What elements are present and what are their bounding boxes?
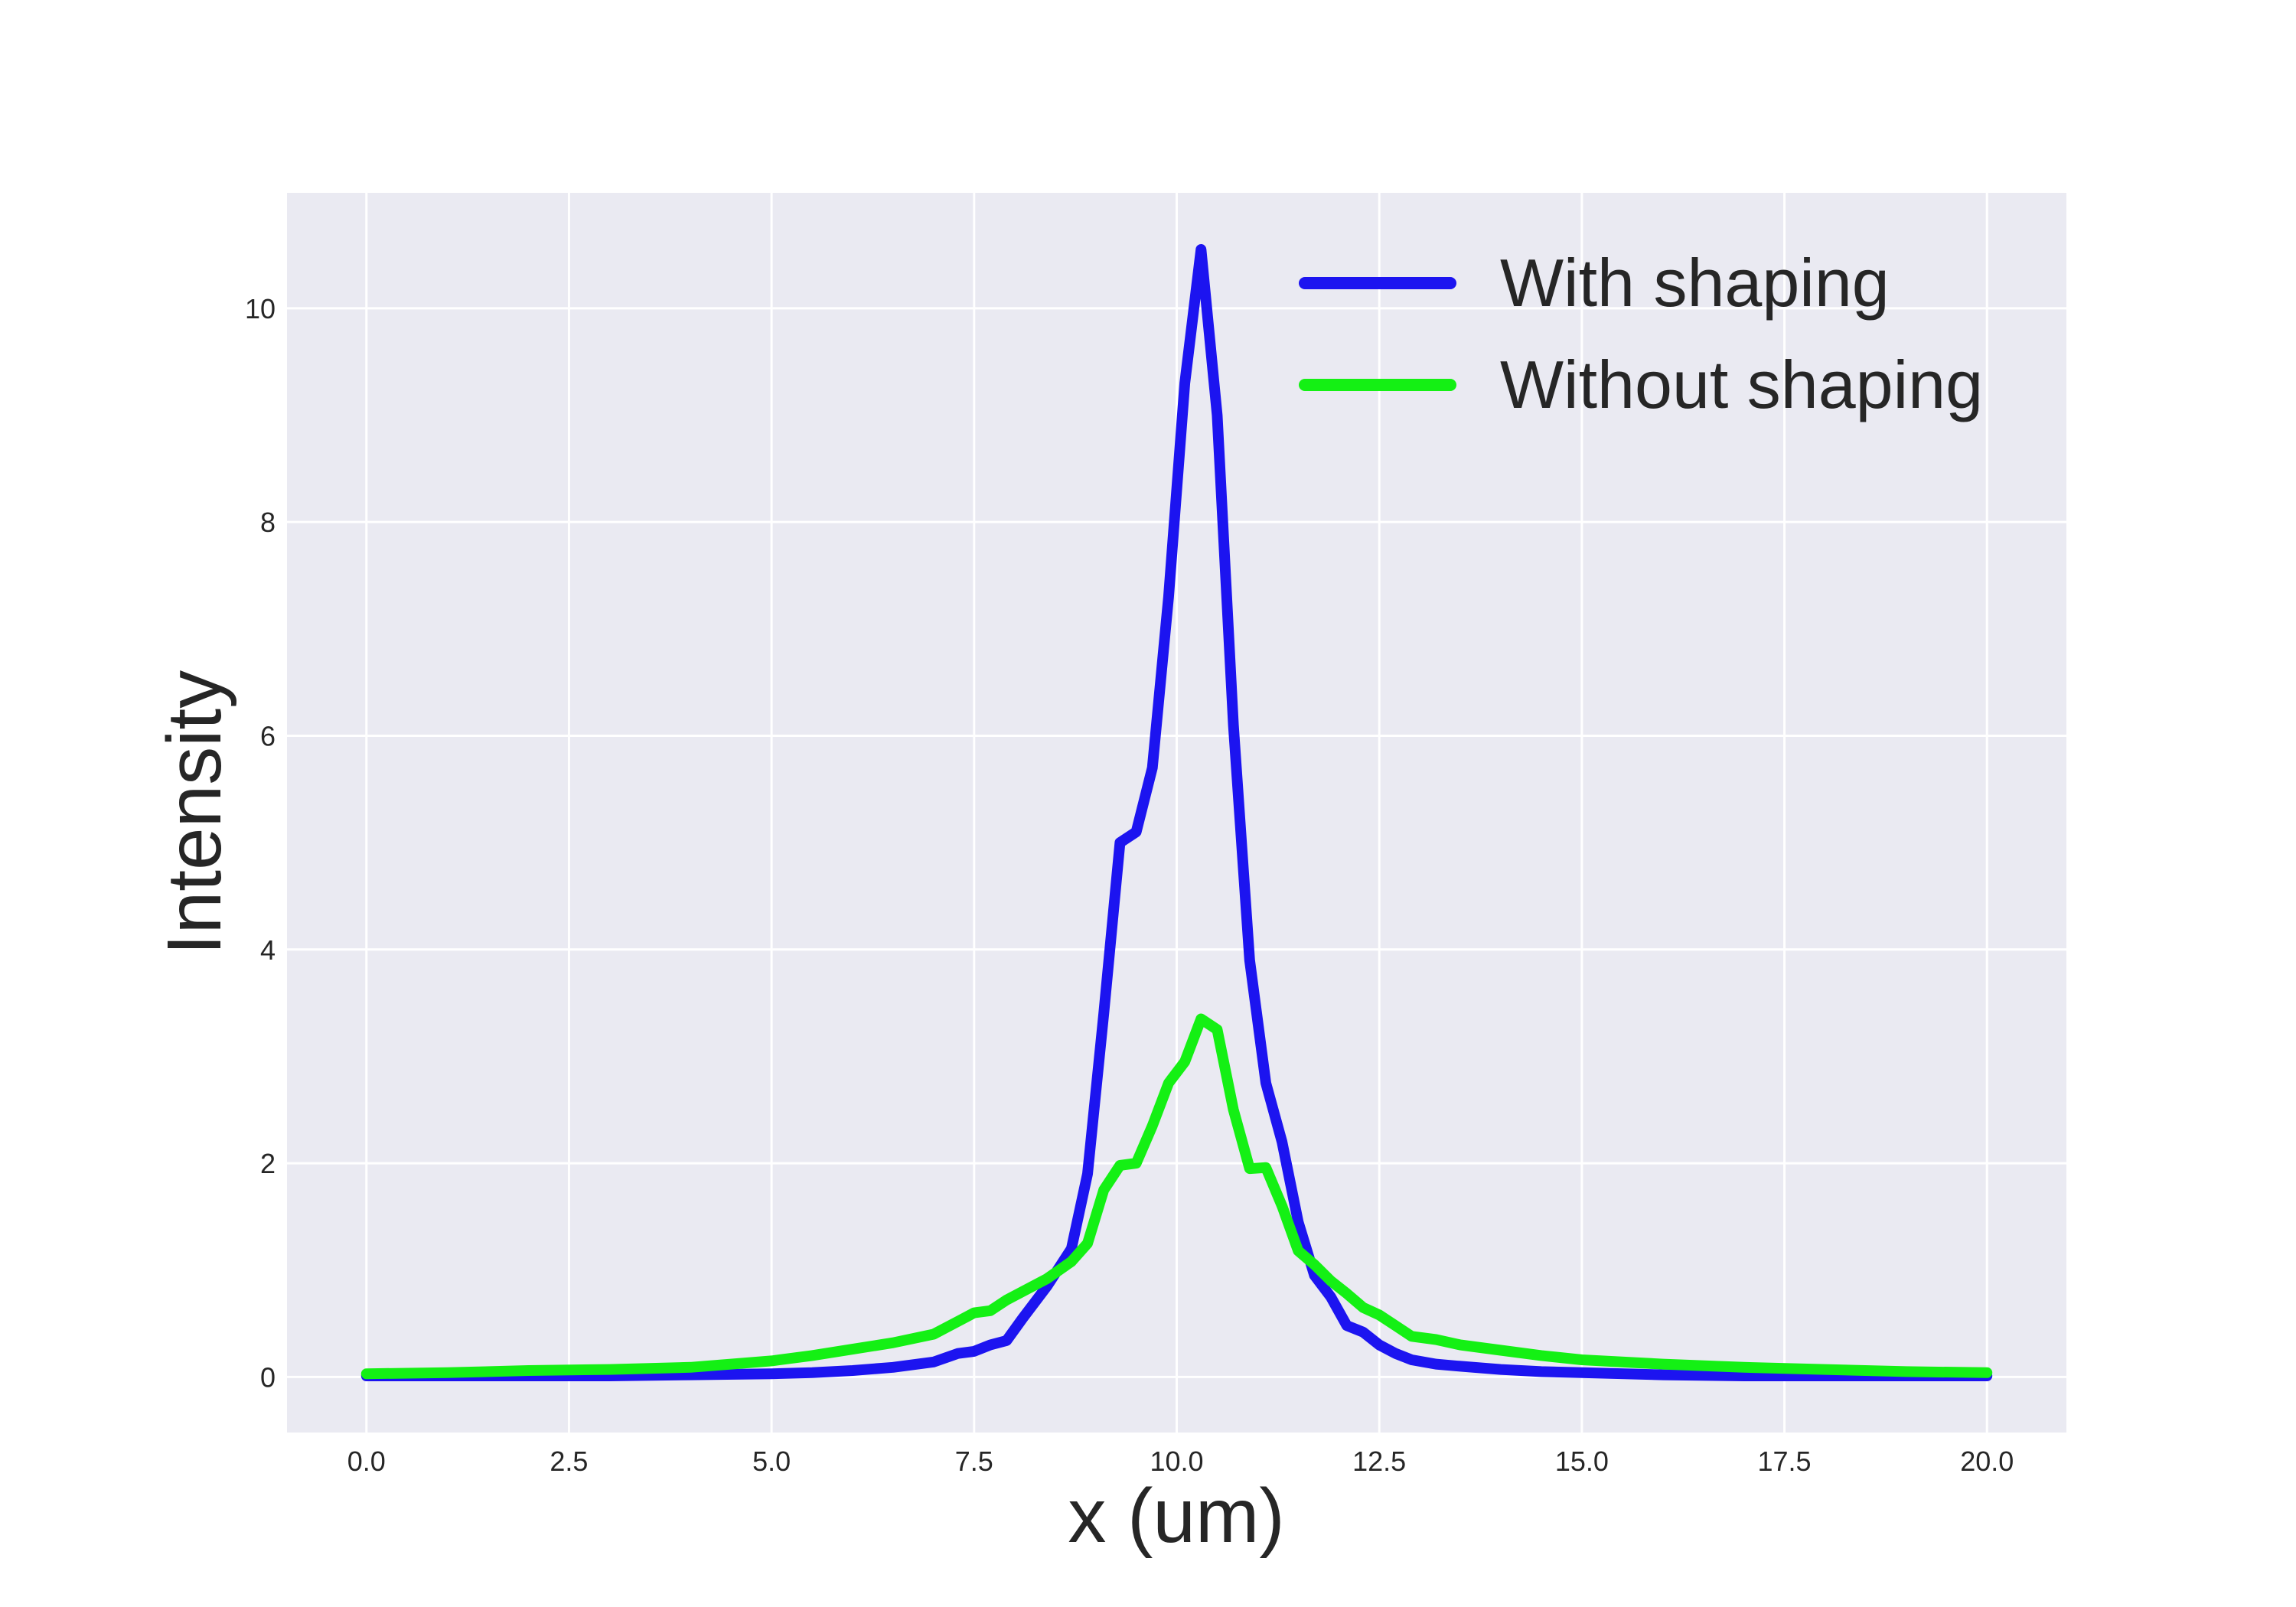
x-tick-label: 17.5 bbox=[1758, 1446, 1812, 1477]
x-tick-label: 2.5 bbox=[550, 1446, 588, 1477]
y-axis-ticks: 0 2 4 6 8 10 bbox=[245, 293, 276, 1393]
x-tick-label: 15.0 bbox=[1555, 1446, 1609, 1477]
x-tick-label: 10.0 bbox=[1150, 1446, 1203, 1477]
y-tick-label: 0 bbox=[260, 1361, 276, 1393]
legend-entry-label: Without shaping bbox=[1500, 347, 1983, 422]
y-tick-label: 8 bbox=[260, 507, 276, 538]
series-line-2 bbox=[360, 1013, 1993, 1380]
y-tick-label: 6 bbox=[260, 720, 276, 751]
legend-entry-label: With shaping bbox=[1500, 245, 1890, 321]
x-axis-label: x (um) bbox=[1068, 1473, 1284, 1559]
x-tick-label: 7.5 bbox=[955, 1446, 993, 1477]
series-lines bbox=[360, 244, 1993, 1381]
x-tick-label: 5.0 bbox=[752, 1446, 791, 1477]
legend: With shaping Without shaping bbox=[1299, 245, 1983, 422]
x-tick-label: 20.0 bbox=[1960, 1446, 2014, 1477]
y-tick-label: 10 bbox=[245, 293, 276, 324]
y-tick-label: 2 bbox=[260, 1148, 276, 1179]
x-tick-label: 0.0 bbox=[347, 1446, 386, 1477]
series-line-1 bbox=[360, 244, 1993, 1381]
x-axis-ticks: 0.0 2.5 5.0 7.5 10.0 12.5 15.0 17.5 20.0 bbox=[347, 1446, 2014, 1477]
y-axis-label: Intensity bbox=[152, 670, 237, 955]
y-tick-label: 4 bbox=[260, 934, 276, 966]
x-tick-label: 12.5 bbox=[1352, 1446, 1406, 1477]
